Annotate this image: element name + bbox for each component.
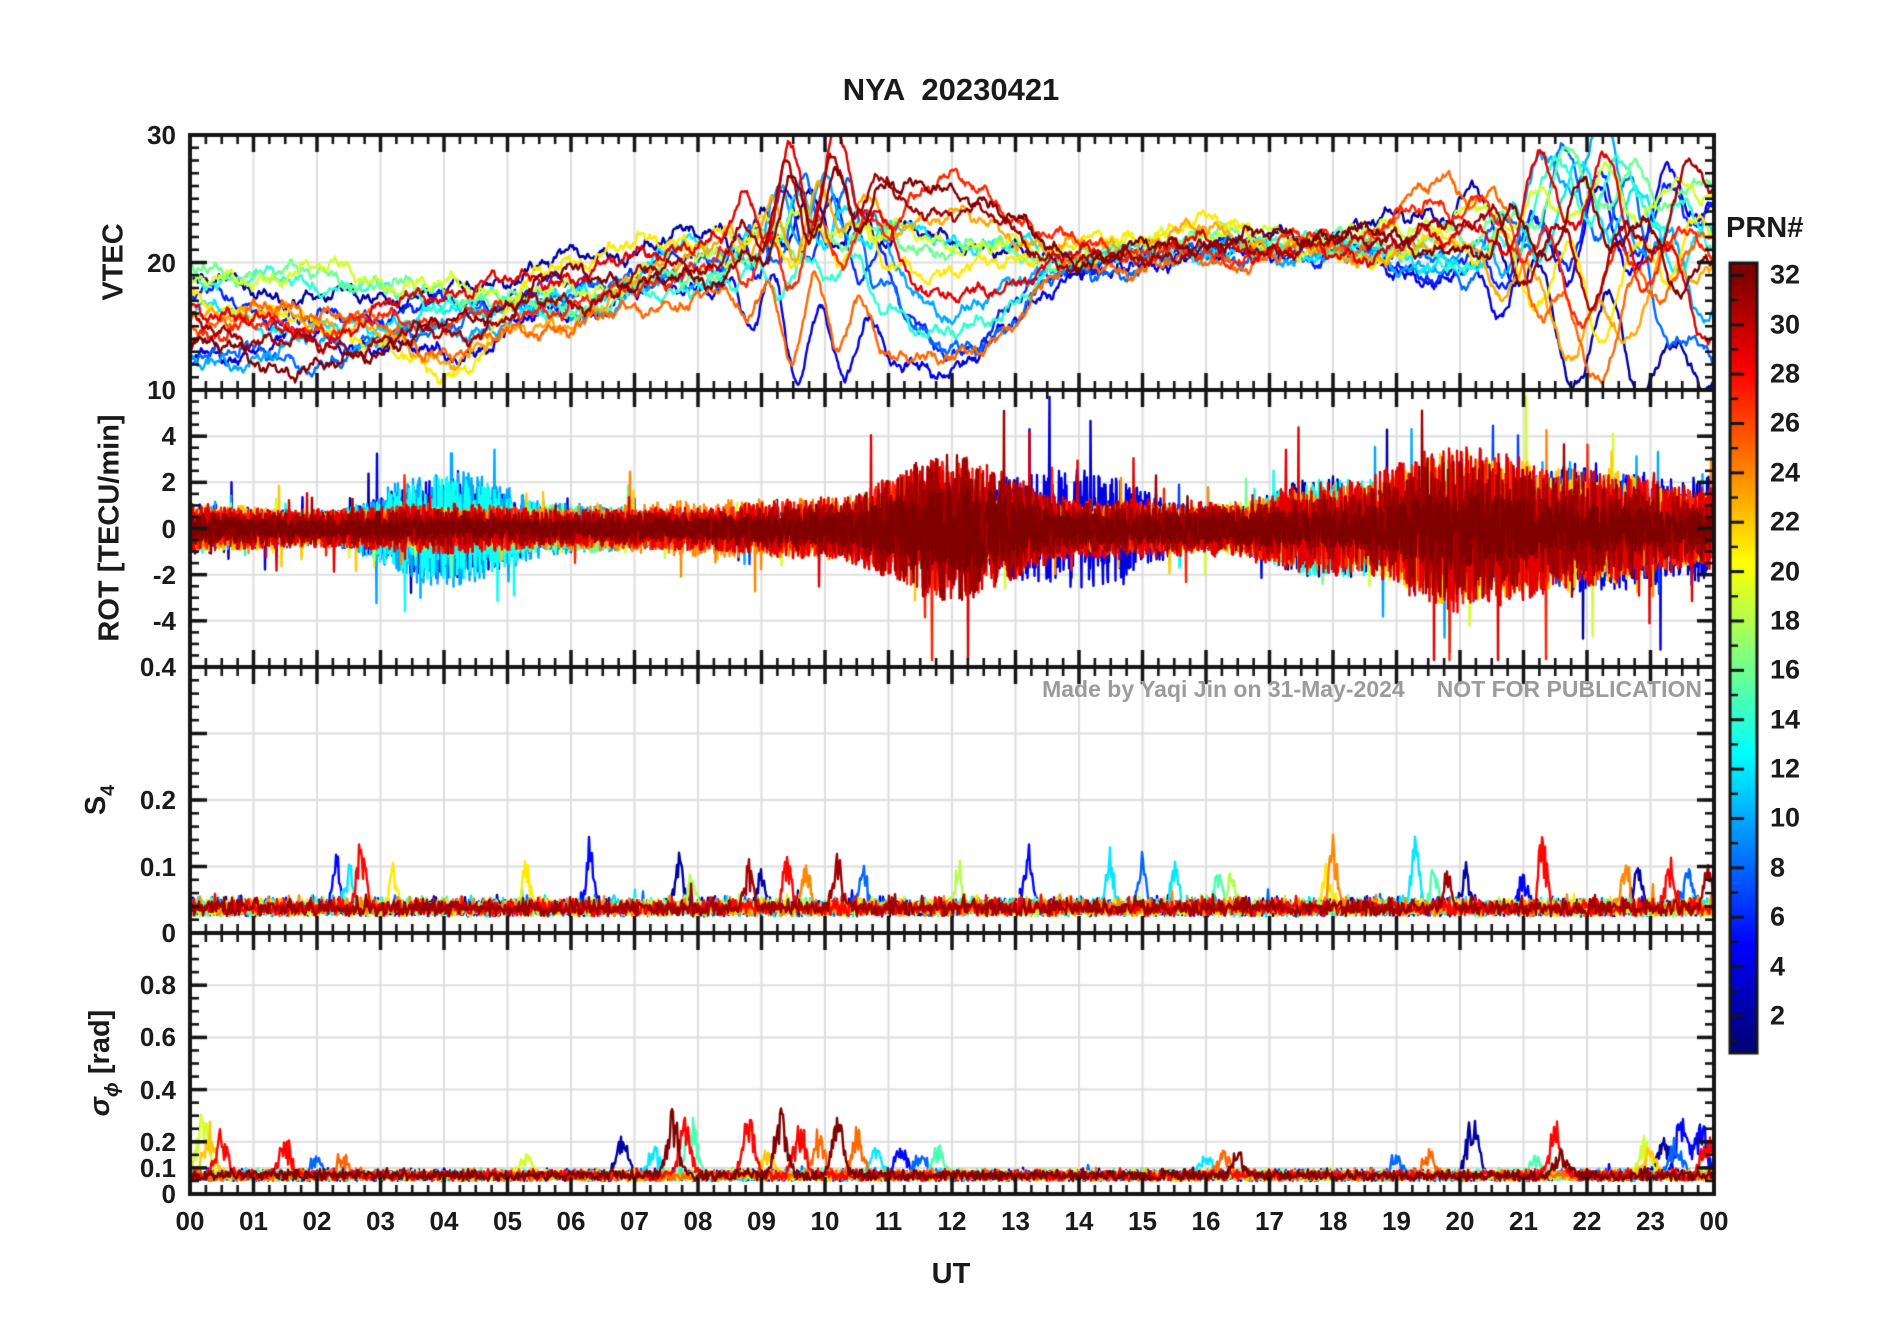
x-tick-label-12: 12 xyxy=(937,1206,967,1236)
x-tick-label-3: 03 xyxy=(366,1206,395,1236)
x-tick-label-9: 09 xyxy=(747,1206,776,1236)
x-tick-label-18: 18 xyxy=(1318,1206,1348,1236)
colorbar-tick-label-14: 14 xyxy=(1770,704,1801,735)
colorbar-tick-label-20: 20 xyxy=(1770,556,1801,587)
colorbar-tick-label-2: 2 xyxy=(1770,1000,1786,1031)
colorbar-tick-label-26: 26 xyxy=(1770,407,1801,438)
x-tick-label-13: 13 xyxy=(1001,1206,1030,1236)
colorbar-tick-label-4: 4 xyxy=(1770,951,1786,982)
colorbar-tick-label-22: 22 xyxy=(1770,506,1801,537)
y-tick-label-rot-4: 4 xyxy=(161,421,176,452)
x-tick-label-14: 14 xyxy=(1064,1206,1094,1236)
y-tick-label-s4-0.2: 0.2 xyxy=(139,785,176,815)
x-tick-label-6: 06 xyxy=(556,1206,586,1236)
y-tick-label-sigma_phi-0.2: 0.2 xyxy=(139,1126,176,1157)
x-tick-label-2: 02 xyxy=(302,1206,332,1236)
x-tick-label-16: 16 xyxy=(1191,1206,1221,1236)
x-tick-label-15: 15 xyxy=(1128,1206,1157,1236)
colorbar-tick-label-10: 10 xyxy=(1770,802,1801,833)
colorbar-tick-label-12: 12 xyxy=(1770,753,1801,784)
y-tick-label-vtec-30: 30 xyxy=(147,120,176,150)
y-tick-label-sigma_phi-0.6: 0.6 xyxy=(139,1022,176,1053)
x-tick-label-22: 22 xyxy=(1572,1206,1602,1236)
x-tick-label-17: 17 xyxy=(1255,1206,1284,1236)
colorbar-tick-label-6: 6 xyxy=(1770,901,1786,932)
y-tick-label-rot-0: 0 xyxy=(161,513,176,544)
xlabel-ut: UT xyxy=(931,1258,971,1290)
x-tick-label-7: 07 xyxy=(620,1206,649,1236)
colorbar-tick-label-16: 16 xyxy=(1770,654,1801,685)
y-tick-label-s4-0.1: 0.1 xyxy=(139,851,176,882)
y-tick-label-rot-2: 2 xyxy=(161,467,176,498)
colorbar-tick-label-24: 24 xyxy=(1770,457,1801,488)
figure-title: NYA 20230421 xyxy=(842,72,1060,107)
y-tick-label-vtec-10: 10 xyxy=(147,375,176,405)
watermark-gap xyxy=(1405,676,1437,702)
x-tick-label-0: 00 xyxy=(175,1206,205,1236)
colorbar-title: PRN# xyxy=(1726,212,1804,244)
colorbar-tick-label-8: 8 xyxy=(1770,852,1786,883)
x-tick-label-23: 23 xyxy=(1636,1206,1665,1236)
y-tick-label-sigma_phi-0: 0 xyxy=(161,1179,176,1209)
y-tick-label-sigma_phi-0.8: 0.8 xyxy=(139,970,176,1001)
y-tick-label-vtec-20: 20 xyxy=(147,247,176,278)
watermark: Made by Yaqi Jin on 31-May-2024 NOT FOR … xyxy=(1042,676,1702,703)
x-tick-label-19: 19 xyxy=(1382,1206,1411,1236)
x-tick-label-1: 01 xyxy=(239,1206,268,1236)
colorbar-tick-label-18: 18 xyxy=(1770,605,1801,636)
x-tick-label-8: 08 xyxy=(683,1206,713,1236)
y-tick-label-s4-0.4: 0.4 xyxy=(139,652,176,682)
x-tick-label-20: 20 xyxy=(1445,1206,1475,1236)
y-tick-label-sigma_phi-0.1: 0.1 xyxy=(139,1152,176,1183)
watermark-made-by: Made by Yaqi Jin on 31-May-2024 xyxy=(1042,676,1405,702)
y-tick-label-rot--4: -4 xyxy=(152,605,176,636)
x-tick-label-5: 05 xyxy=(493,1206,522,1236)
watermark-notice: NOT FOR PUBLICATION xyxy=(1436,676,1702,702)
y-tick-label-sigma_phi-0.4: 0.4 xyxy=(139,1074,176,1105)
x-tick-label-24: 00 xyxy=(1699,1206,1729,1236)
colorbar-tick-label-32: 32 xyxy=(1770,259,1801,290)
x-tick-label-4: 04 xyxy=(429,1206,459,1236)
x-tick-label-11: 11 xyxy=(874,1206,903,1236)
colorbar-tick-label-30: 30 xyxy=(1770,309,1801,340)
y-tick-label-rot--2: -2 xyxy=(152,559,176,590)
colorbar-tick-label-28: 28 xyxy=(1770,358,1801,389)
x-tick-label-10: 10 xyxy=(810,1206,840,1236)
y-tick-label-s4-0: 0 xyxy=(161,918,176,948)
x-tick-label-21: 21 xyxy=(1509,1206,1538,1236)
